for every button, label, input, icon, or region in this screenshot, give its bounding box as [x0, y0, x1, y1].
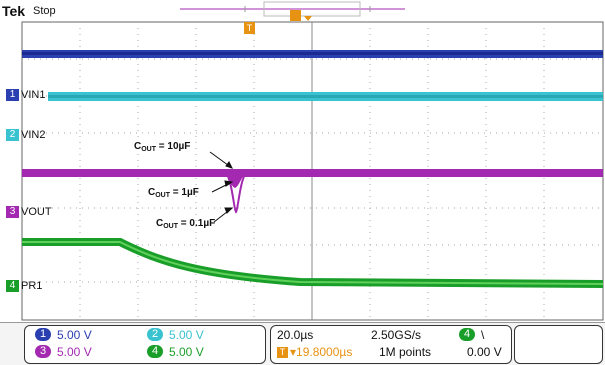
- record-view-indicator: [180, 1, 405, 17]
- ch1-badge: 1: [35, 328, 51, 341]
- ch1-scale-value: 5.00 V: [57, 328, 92, 342]
- ch2-scale[interactable]: 2 5.00 V: [147, 328, 204, 343]
- trigger-source-badge: 4: [459, 328, 475, 341]
- time-per-div: 20.0µs: [277, 328, 314, 342]
- ch2-label: VIN2: [21, 129, 46, 141]
- svg-text:T: T: [247, 23, 253, 33]
- ch4-trace: [22, 238, 604, 288]
- ch4-scale-value: 5.00 V: [169, 345, 204, 359]
- trigger-settings[interactable]: 4 \: [459, 328, 484, 343]
- timebase-panel[interactable]: 20.0µs T ▾19.8000µs 2.50GS/s 1M points 4 \…: [270, 325, 512, 364]
- ch1-trace: [22, 50, 603, 58]
- annotation-1uf: COUT = 1µF: [148, 187, 199, 199]
- annotation-arrows: [209, 151, 234, 223]
- ch4-label: PR1: [21, 280, 43, 292]
- trigger-position: T ▾19.8000µs: [277, 345, 352, 360]
- ch2-scale-value: 5.00 V: [169, 328, 204, 342]
- ch2-trace: [48, 92, 603, 101]
- trigger-top-marker[interactable]: [290, 10, 312, 21]
- ch2-marker-tag[interactable]: 2: [6, 129, 19, 141]
- trigger-level: 0.00 V: [467, 345, 502, 359]
- trigger-position-value: ▾19.8000µs: [290, 345, 353, 359]
- trigger-position-marker[interactable]: T: [244, 22, 255, 34]
- trigger-icon: T: [277, 347, 288, 359]
- ch4-scale[interactable]: 4 5.00 V: [147, 345, 204, 360]
- ch1-scale[interactable]: 1 5.00 V: [35, 328, 92, 343]
- ch3-badge: 3: [35, 345, 51, 358]
- brand-logo: Tek: [2, 3, 26, 19]
- annotation-0-1uf: COUT = 0.1µF: [156, 218, 216, 230]
- annotation-10uf: COUT = 10µF: [134, 141, 191, 153]
- ch2-badge: 2: [147, 328, 163, 341]
- trigger-slope-icon: \: [481, 328, 485, 342]
- ch1-label: VIN1: [21, 89, 46, 101]
- ch3-marker-tag[interactable]: 3: [6, 206, 19, 218]
- ch3-label: VOUT: [21, 206, 52, 218]
- readout-bar: 1 5.00 V 2 5.00 V 3 5.00 V 4 5.00 V 20.0µs T…: [0, 322, 605, 365]
- channel-scale-panel: 1 5.00 V 2 5.00 V 3 5.00 V 4 5.00 V: [24, 325, 266, 364]
- ch3-scale[interactable]: 3 5.00 V: [35, 345, 92, 360]
- ch3-trace: [22, 169, 603, 214]
- ch4-marker-tag[interactable]: 4: [6, 280, 19, 292]
- ch1-marker-tag[interactable]: 1: [6, 89, 19, 101]
- ch3-scale-value: 5.00 V: [57, 345, 92, 359]
- top-bar: Tek Stop: [0, 0, 605, 22]
- acquisition-status[interactable]: Stop: [33, 5, 56, 17]
- sample-rate: 2.50GS/s: [371, 328, 422, 342]
- ch4-badge: 4: [147, 345, 163, 358]
- aux-panel: [514, 325, 603, 364]
- record-length: 1M points: [379, 345, 432, 359]
- waveform-display[interactable]: T: [0, 0, 605, 322]
